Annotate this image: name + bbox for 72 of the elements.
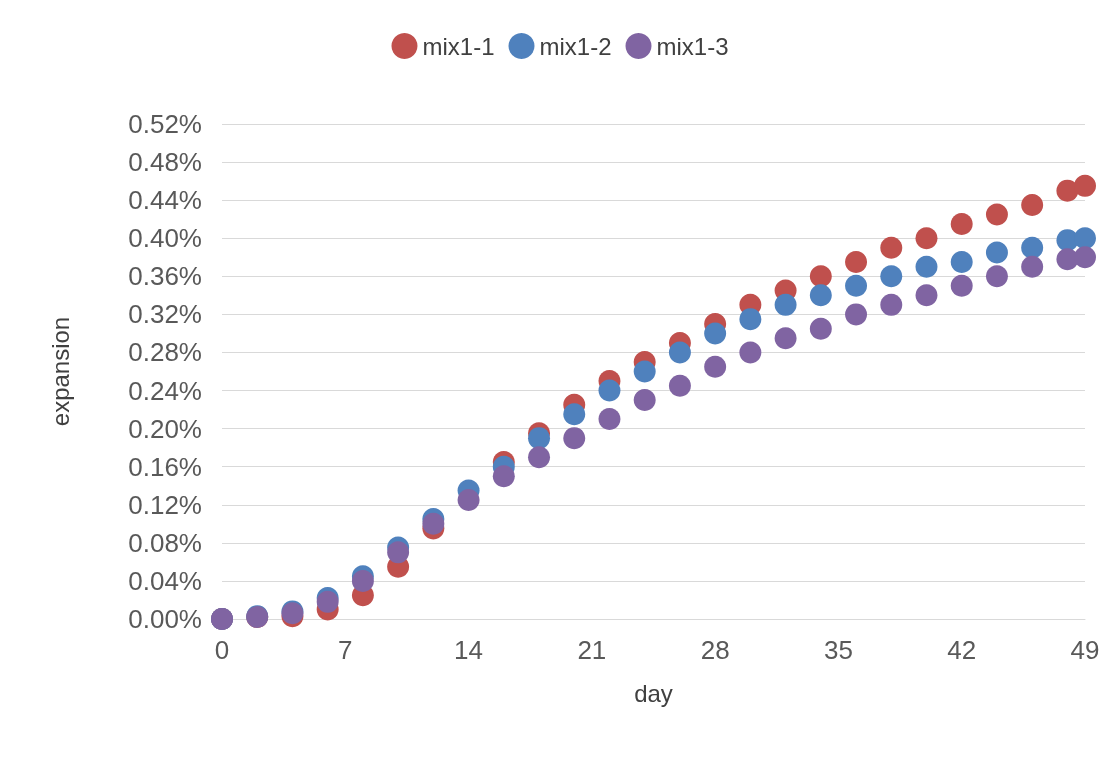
point (1021, 236, 1044, 259)
point (985, 241, 1008, 264)
y-tick-label: 0.48% (128, 147, 202, 178)
point (704, 355, 727, 378)
point (845, 251, 868, 274)
point (528, 427, 551, 450)
point (950, 251, 973, 274)
y-axis-title: expansion (46, 316, 74, 427)
y-tick-label: 0.08% (128, 527, 202, 558)
point (704, 322, 727, 345)
x-tick-label: 49 (1070, 635, 1100, 665)
point (880, 236, 903, 259)
point (845, 274, 868, 297)
x-tick-label: 35 (823, 635, 853, 665)
point (950, 212, 973, 235)
point (915, 284, 938, 307)
y-tick-label: 0.16% (128, 451, 202, 482)
x-tick-label: 14 (454, 635, 484, 665)
point (985, 265, 1008, 288)
point (915, 227, 938, 250)
point (1021, 193, 1044, 216)
y-tick-label: 0.52% (128, 109, 202, 139)
point (809, 317, 832, 340)
point (880, 265, 903, 288)
point (1021, 255, 1044, 278)
y-tick-label: 0.36% (128, 261, 202, 292)
x-axis-title: day (634, 679, 673, 707)
legend-label: mix1-1 (422, 32, 495, 60)
point (985, 203, 1008, 226)
point (492, 465, 515, 488)
point (563, 427, 586, 450)
point (633, 389, 656, 412)
point (1056, 179, 1079, 202)
y-tick-label: 0.20% (128, 413, 202, 444)
point (739, 341, 762, 364)
point (528, 446, 551, 469)
point (1074, 227, 1096, 250)
point (950, 274, 973, 297)
y-tick-label: 0.44% (128, 185, 202, 216)
point (774, 293, 797, 316)
y-tick-label: 0.12% (128, 489, 202, 520)
point (915, 255, 938, 278)
point (668, 374, 691, 397)
point (1056, 248, 1079, 271)
x-tick-label: 7 (338, 635, 353, 665)
point (809, 284, 832, 307)
point (633, 360, 656, 383)
y-tick-label: 0.00% (128, 604, 202, 634)
legend-label: mix1-2 (539, 32, 612, 60)
point (809, 265, 832, 288)
x-tick-label: 0 (214, 635, 230, 665)
point (387, 541, 410, 564)
point (668, 341, 691, 364)
y-tick-label: 0.28% (128, 337, 202, 368)
legend-label: mix1-3 (656, 32, 729, 60)
point (774, 327, 797, 350)
x-tick-label: 42 (947, 635, 977, 665)
point (598, 379, 621, 402)
point (563, 403, 586, 426)
x-tick-label: 28 (700, 635, 730, 665)
point (880, 293, 903, 316)
point (845, 303, 868, 326)
point (598, 408, 621, 431)
x-tick-label: 21 (577, 635, 607, 665)
y-tick-label: 0.24% (128, 375, 202, 406)
y-tick-label: 0.32% (128, 299, 202, 330)
point (739, 308, 762, 331)
y-tick-label: 0.40% (128, 223, 202, 254)
point (457, 489, 480, 511)
point (1074, 246, 1096, 269)
point (1074, 174, 1096, 197)
y-tick-label: 0.04% (128, 565, 202, 596)
